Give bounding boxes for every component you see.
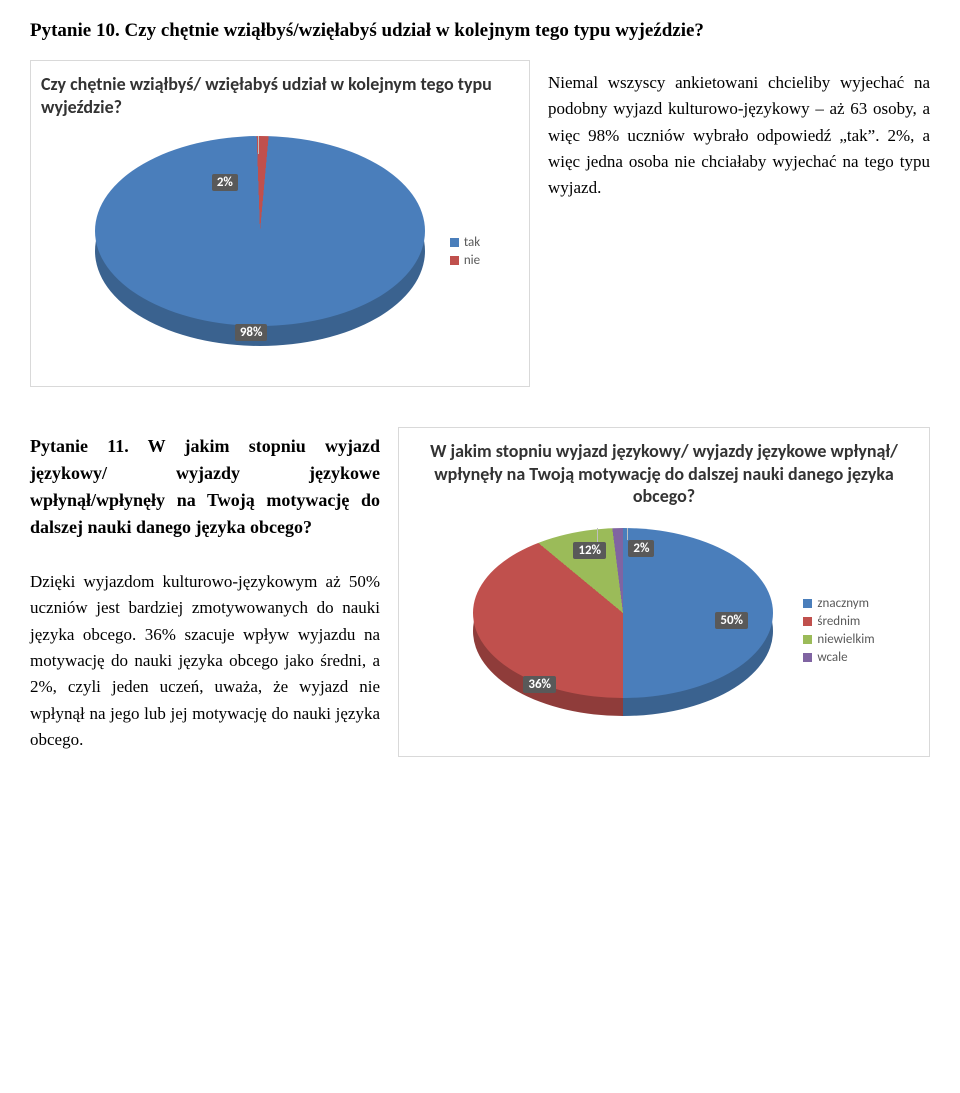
q11-leader-2 — [627, 528, 628, 540]
q11-legend-item: niewielkim — [803, 632, 874, 647]
legend-swatch — [803, 599, 812, 608]
q10-legend-item-nie: nie — [450, 253, 480, 268]
legend-label: nie — [464, 253, 480, 268]
legend-swatch — [803, 653, 812, 662]
legend-swatch — [450, 256, 459, 265]
legend-label: znacznym — [817, 596, 869, 611]
q11-paragraph: Dzięki wyjazdom kulturowo-językowym aż 5… — [30, 569, 380, 753]
q10-legend: tak nie — [450, 232, 480, 271]
q11-label-50: 50% — [715, 612, 748, 629]
q11-chart: W jakim stopniu wyjazd językowy/ wyjazdy… — [398, 427, 930, 757]
q10-chart: Czy chętnie wziąłbyś/ wzięłabyś udział w… — [30, 60, 530, 387]
q11-legend-item: wcale — [803, 650, 874, 665]
question-10-section: Czy chętnie wziąłbyś/ wzięłabyś udział w… — [30, 60, 930, 387]
q11-chart-title: W jakim stopniu wyjazd językowy/ wyjazdy… — [409, 440, 919, 508]
q10-pie-top — [95, 136, 425, 326]
legend-label: średnim — [817, 614, 860, 629]
q10-chart-title: Czy chętnie wziąłbyś/ wzięłabyś udział w… — [41, 73, 519, 118]
q11-label-2: 2% — [628, 540, 654, 557]
q10-label-98pct: 98% — [235, 324, 268, 341]
q11-legend-item: średnim — [803, 614, 874, 629]
question-10-heading: Pytanie 10. Czy chętnie wziąłbyś/wzięłab… — [30, 20, 930, 42]
q10-paragraph: Niemal wszyscy ankietowani chcieliby wyj… — [548, 70, 930, 202]
legend-label: tak — [464, 235, 480, 250]
q11-legend-item: znacznym — [803, 596, 874, 611]
q11-label-36: 36% — [523, 676, 556, 693]
q11-label-12: 12% — [573, 542, 606, 559]
q10-leader-line — [258, 136, 259, 154]
question-11-heading: Pytanie 11. W jakim stopniu wyjazd język… — [30, 433, 380, 541]
q11-leader-12 — [597, 528, 598, 542]
q10-label-2pct: 2% — [212, 174, 238, 191]
question-11-section: Pytanie 11. W jakim stopniu wyjazd język… — [30, 427, 930, 757]
q10-legend-item-tak: tak — [450, 235, 480, 250]
legend-swatch — [803, 635, 812, 644]
legend-label: niewielkim — [817, 632, 874, 647]
q11-legend: znacznym średnim niewielkim wcale — [803, 593, 874, 668]
legend-swatch — [450, 238, 459, 247]
legend-label: wcale — [817, 650, 847, 665]
legend-swatch — [803, 617, 812, 626]
